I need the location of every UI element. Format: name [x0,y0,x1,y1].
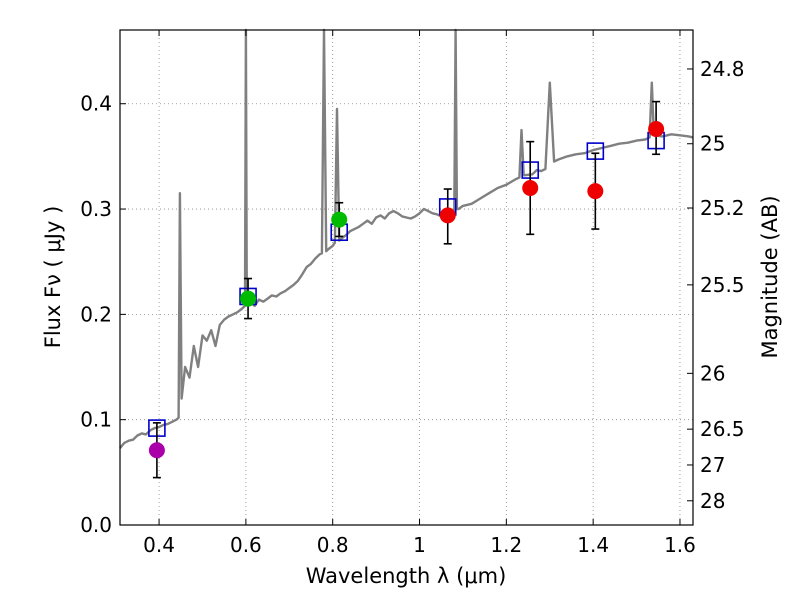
magnitude-tick-label: 25.2 [700,196,745,220]
x-tick-label: 1 [413,533,426,557]
observed-flux-point [522,179,539,196]
observed-flux-point [240,290,257,307]
observed-flux-point [331,211,348,228]
magnitude-tick-label: 26.5 [700,417,745,441]
plot-frame [119,29,694,526]
axes-ticks: 0.4 0.6 0.8 1 1.2 1.4 1.6 0.0 0.1 0.2 0.3 0.4 24.8 25… [80,30,745,557]
magnitude-tick-label: 28 [700,489,725,513]
y-tick-label: 0.3 [80,197,112,221]
magnitude-tick-label: 25.5 [700,273,745,297]
magnitude-tick-label: 24.8 [700,57,745,81]
model-spectrum-line [119,28,694,449]
x-tick-label: 1.4 [577,533,609,557]
x-tick-label: 1.2 [490,533,522,557]
observed-flux-point [648,121,665,137]
x-tick-label: 1.6 [664,533,696,557]
grid [120,30,693,525]
magnitude-tick-label: 27 [700,453,725,477]
observed-flux-point [587,183,604,200]
y-tick-label: 0.1 [80,408,112,432]
y2-axis-label: Magnitude (AB) [758,195,782,358]
y-tick-label: 0.2 [80,302,112,326]
x-tick-label: 0.8 [317,533,349,557]
magnitude-tick-label: 25 [700,132,725,156]
y-axis-label: Flux Fν ( μJy ) [41,206,65,349]
x-tick-label: 0.6 [230,533,262,557]
x-tick-label: 0.4 [143,533,175,557]
data-layer [119,28,694,479]
observed-flux-point [148,442,165,459]
y-tick-label: 0.0 [80,513,112,537]
observed-flux-point [439,207,456,224]
y-tick-label: 0.4 [80,92,112,116]
x-axis-label: Wavelength λ (μm) [306,564,507,588]
magnitude-tick-label: 26 [700,361,725,385]
